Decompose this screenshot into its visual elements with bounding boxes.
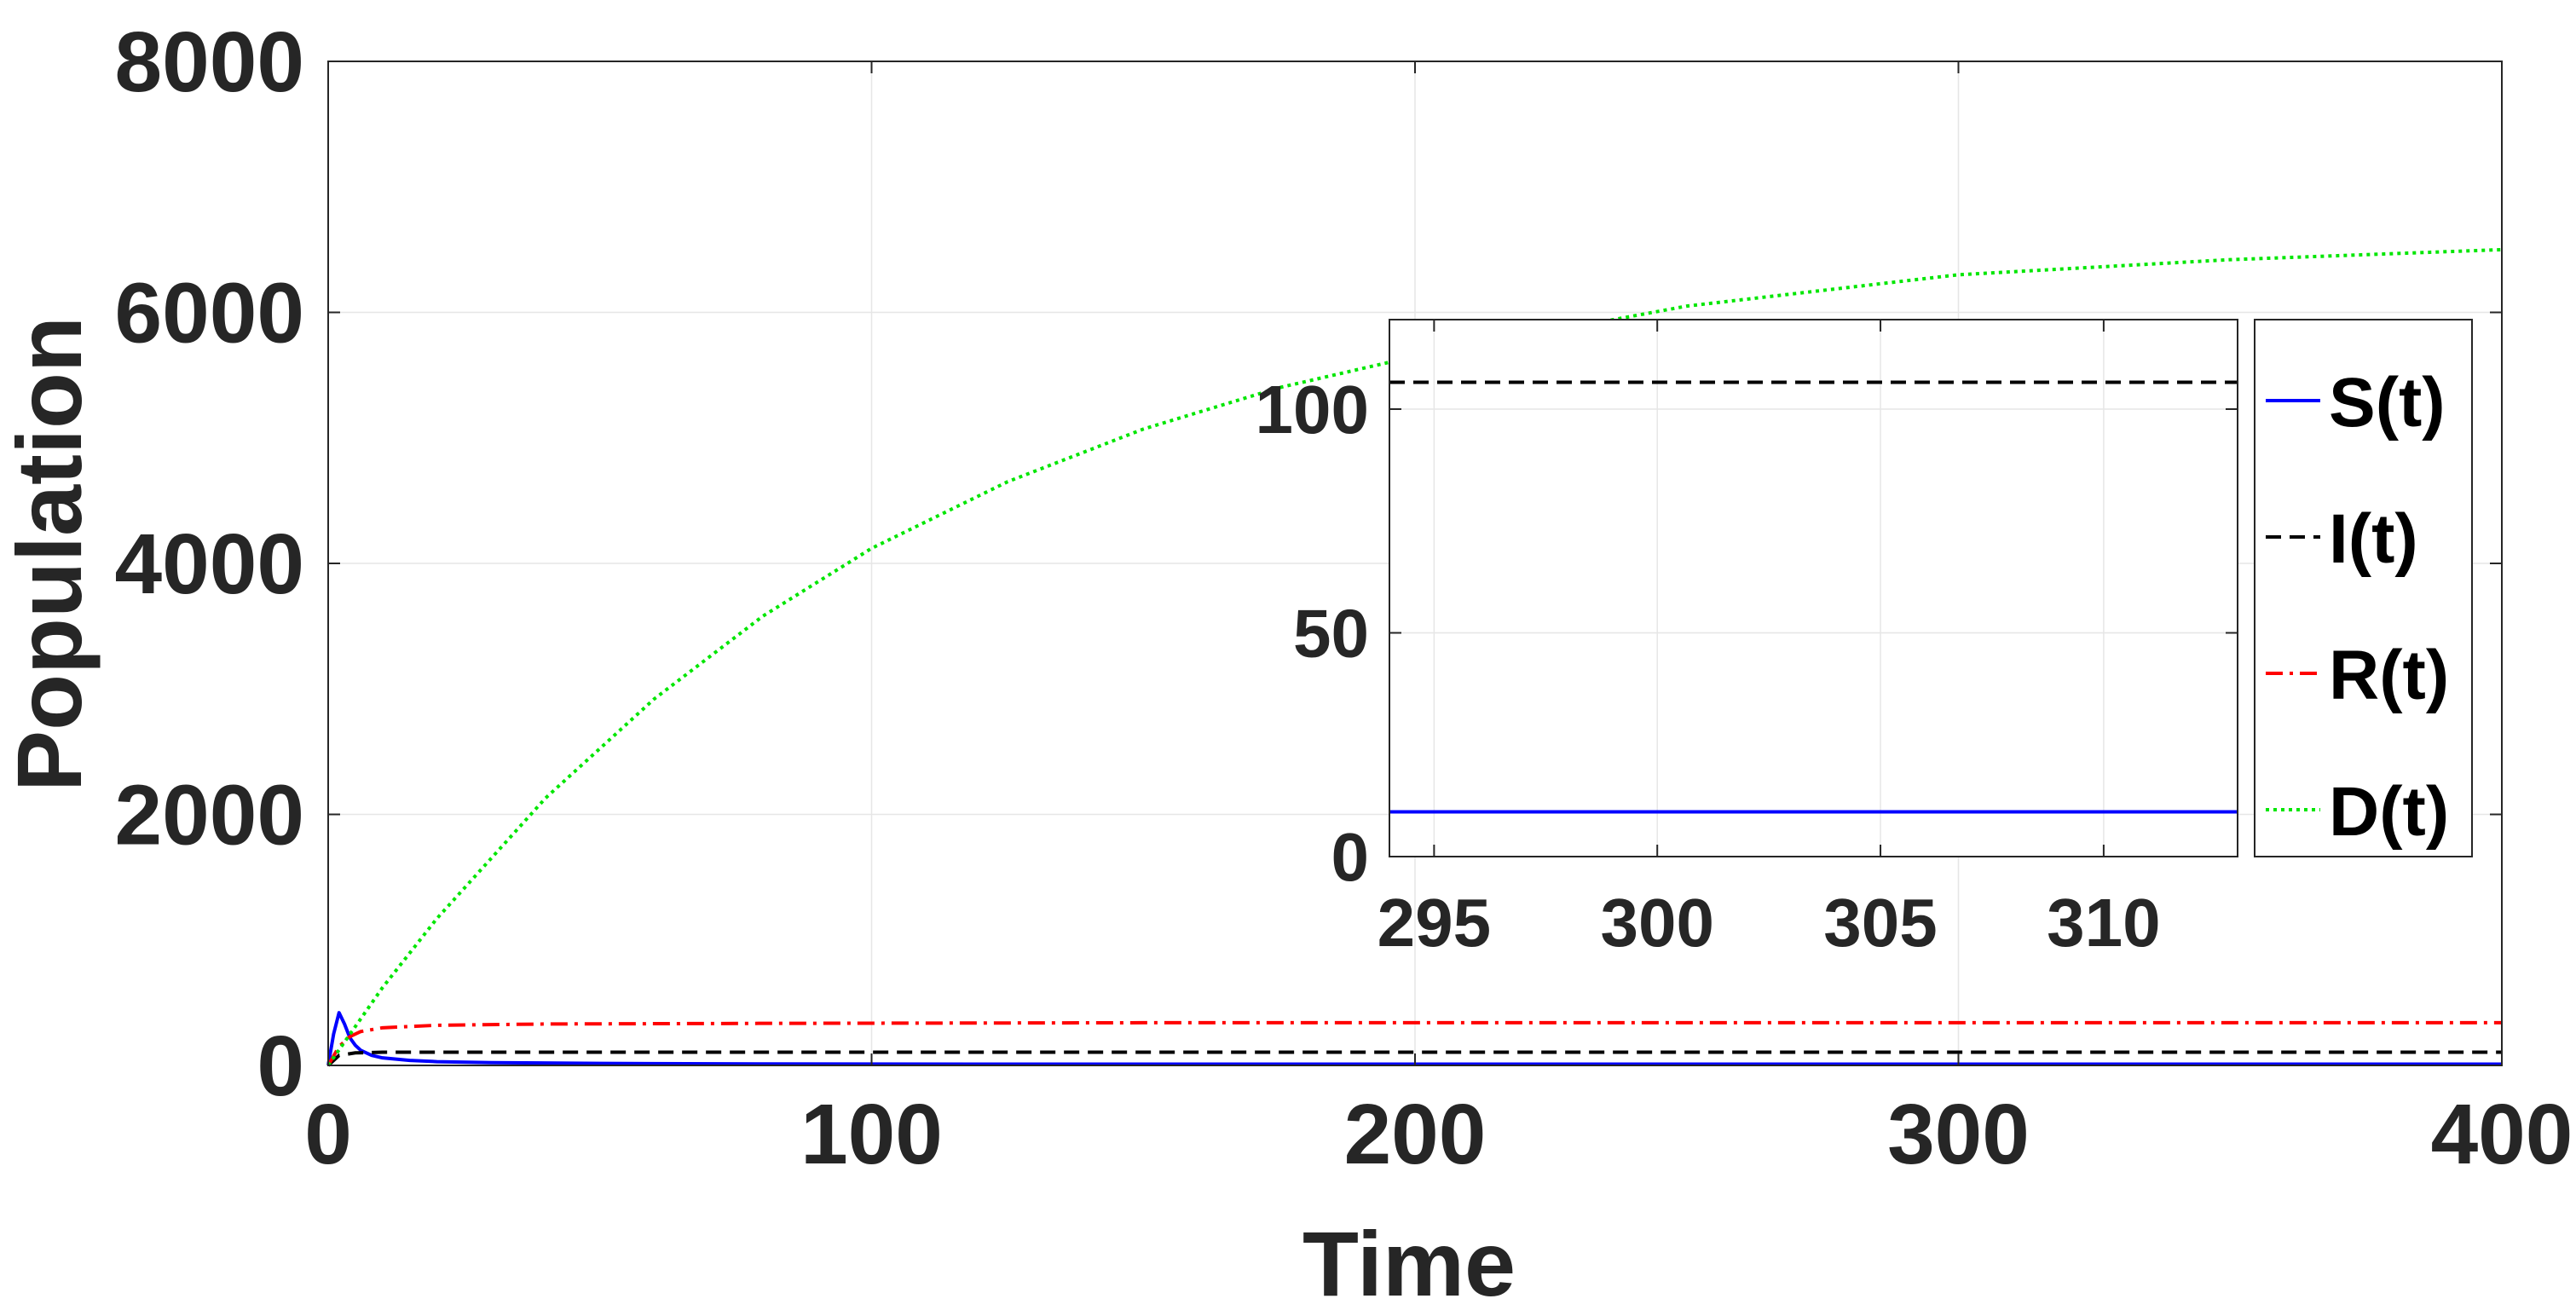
inset-x-tick-label: 310 xyxy=(2047,885,2160,961)
main-y-tick-label: 8000 xyxy=(115,14,304,110)
main-y-tick-label: 6000 xyxy=(115,266,304,361)
legend-label-rt: R(t) xyxy=(2329,637,2449,714)
x-axis-title: Time xyxy=(1302,1212,1516,1315)
main-x-tick-label: 0 xyxy=(304,1087,352,1182)
main-series-it-line xyxy=(326,1050,2502,1067)
main-series-rt-line xyxy=(326,1020,2502,1066)
legend-label-st: S(t) xyxy=(2329,364,2446,442)
inset-y-tick-label: 0 xyxy=(1331,819,1370,895)
inset-x-tick-label: 295 xyxy=(1378,885,1491,961)
inset-plot: 295 300 305 310 0 50 100 xyxy=(1256,319,2238,961)
main-series-st-line xyxy=(326,1011,2502,1066)
main-x-tick-label: 400 xyxy=(2431,1087,2573,1182)
main-y-tick-label: 0 xyxy=(257,1019,304,1114)
inset-x-tick-label: 305 xyxy=(1823,885,1937,961)
legend-box xyxy=(2254,319,2473,857)
inset-axes-background xyxy=(1389,320,2238,857)
inset-x-tick-label: 300 xyxy=(1600,885,1713,961)
legend-label-it: I(t) xyxy=(2329,500,2418,578)
inset-y-tick-label: 50 xyxy=(1293,596,1369,672)
inset-axes-frame xyxy=(1389,319,2238,857)
main-y-tick-label: 4000 xyxy=(115,517,304,612)
y-axis-title: Population xyxy=(0,316,101,792)
main-x-tick-label: 300 xyxy=(1887,1087,2030,1182)
main-series-dt-line xyxy=(326,247,2503,1067)
main-x-tick-label: 200 xyxy=(1344,1087,1487,1182)
main-x-tick-label: 100 xyxy=(800,1087,943,1182)
legend: S(t) I(t) R(t) D(t) xyxy=(2254,319,2473,857)
inset-y-tick-label: 100 xyxy=(1256,372,1369,447)
legend-label-dt: D(t) xyxy=(2329,773,2449,851)
main-y-tick-label: 2000 xyxy=(115,768,304,863)
